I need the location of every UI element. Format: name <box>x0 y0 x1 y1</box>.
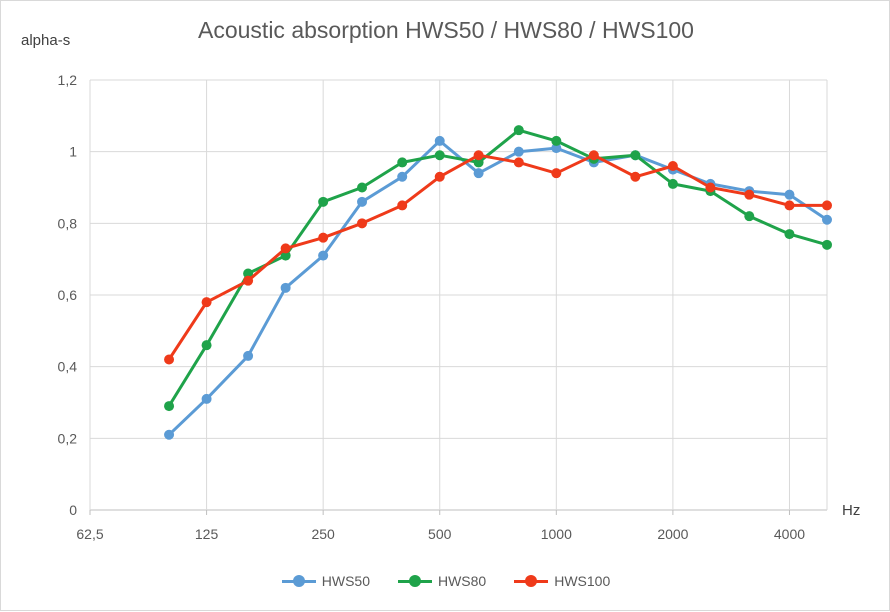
data-point-hws50 <box>822 214 832 225</box>
x-tick-label: 2000 <box>657 526 688 542</box>
data-point-hws100 <box>784 200 795 211</box>
x-tick-label: 62,5 <box>76 526 103 542</box>
legend-item-hws100: HWS100 <box>514 573 610 589</box>
data-point-hws100 <box>705 182 716 193</box>
data-point-hws80 <box>744 211 755 222</box>
data-point-hws100 <box>513 157 524 168</box>
legend-swatch-hws100 <box>514 575 549 587</box>
data-point-hws100 <box>588 150 599 161</box>
x-tick-label: 4000 <box>774 526 805 542</box>
x-tick-label: 500 <box>428 526 452 542</box>
data-point-hws50 <box>473 168 484 179</box>
legend-item-hws80: HWS80 <box>397 573 487 589</box>
data-point-hws80 <box>357 182 368 193</box>
y-axis-label: alpha-s <box>21 32 71 49</box>
data-point-hws80 <box>318 196 329 207</box>
data-point-hws80 <box>822 239 832 250</box>
data-point-hws50 <box>280 282 291 293</box>
data-point-hws50 <box>357 196 368 207</box>
data-point-hws80 <box>243 268 254 279</box>
y-tick-label: 0,8 <box>58 215 78 231</box>
data-point-hws100 <box>201 297 212 308</box>
data-point-hws100 <box>243 275 254 286</box>
data-point-hws100 <box>280 243 291 254</box>
data-point-hws100 <box>357 218 368 229</box>
x-tick-label: 125 <box>195 526 219 542</box>
data-point-hws100 <box>630 171 641 182</box>
data-point-hws100 <box>434 171 445 182</box>
y-tick-label: 1,2 <box>58 72 78 88</box>
data-point-hws80 <box>280 250 291 261</box>
y-tick-label: 0,4 <box>58 359 78 375</box>
series-line-hws80 <box>167 128 828 407</box>
data-point-hws80 <box>513 125 524 136</box>
data-point-hws80 <box>667 178 678 189</box>
x-axis-label: Hz <box>842 502 861 519</box>
data-point-hws50 <box>784 189 795 200</box>
data-point-hws80 <box>434 150 445 161</box>
legend-swatch-hws80 <box>397 575 432 587</box>
data-point-hws50 <box>164 429 175 440</box>
data-point-hws100 <box>318 232 329 243</box>
legend-item-hws50: HWS50 <box>281 573 370 589</box>
legend-label-hws100: HWS100 <box>554 573 611 589</box>
chart-title: Acoustic absorption HWS50 / HWS80 / HWS1… <box>198 17 694 43</box>
legend-label-hws50: HWS50 <box>321 573 370 589</box>
data-point-hws50 <box>513 146 524 157</box>
data-point-hws80 <box>201 340 212 351</box>
data-point-hws100 <box>551 168 562 179</box>
data-point-hws100 <box>744 189 755 200</box>
data-point-hws80 <box>473 157 484 168</box>
data-point-hws100 <box>397 200 408 211</box>
y-tick-label: 0,2 <box>58 430 78 446</box>
data-point-hws100 <box>822 200 832 211</box>
data-point-hws80 <box>397 157 408 168</box>
data-point-hws80 <box>630 150 641 161</box>
data-point-hws100 <box>473 150 484 161</box>
legend: HWS50 HWS80 HWS100 <box>1 573 890 589</box>
data-point-hws50 <box>551 143 562 154</box>
y-tick-label: 0 <box>69 502 77 518</box>
data-point-hws100 <box>667 161 678 171</box>
data-point-hws50 <box>397 171 408 182</box>
legend-label-hws80: HWS80 <box>437 573 487 589</box>
legend-swatch-hws50 <box>281 575 316 587</box>
data-point-hws50 <box>201 393 212 404</box>
data-point-hws80 <box>164 401 175 412</box>
data-point-hws50 <box>318 250 329 261</box>
series-line-hws100 <box>167 153 827 361</box>
data-point-hws50 <box>434 135 445 146</box>
data-point-hws80 <box>551 135 562 146</box>
y-tick-label: 0,6 <box>58 287 78 303</box>
x-tick-label: 250 <box>311 526 335 542</box>
y-tick-label: 1 <box>69 144 77 160</box>
data-point-hws80 <box>784 229 795 240</box>
data-point-hws50 <box>243 350 254 361</box>
series-line-hws50 <box>167 139 828 436</box>
x-tick-label: 1000 <box>541 526 572 542</box>
data-point-hws100 <box>164 354 175 365</box>
